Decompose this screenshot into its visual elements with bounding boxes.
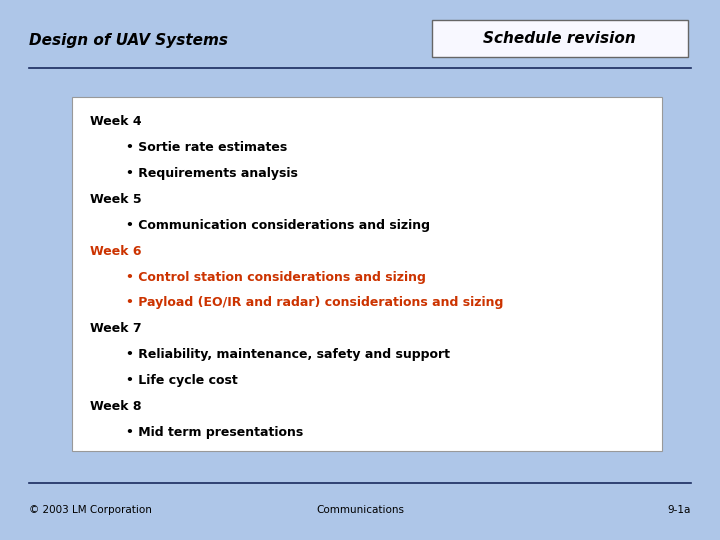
Text: Week 6: Week 6 bbox=[90, 245, 142, 258]
Text: • Sortie rate estimates: • Sortie rate estimates bbox=[126, 141, 287, 154]
Text: Schedule revision: Schedule revision bbox=[483, 31, 636, 46]
Text: 9-1a: 9-1a bbox=[668, 505, 691, 515]
Text: • Mid term presentations: • Mid term presentations bbox=[126, 426, 303, 439]
Text: • Control station considerations and sizing: • Control station considerations and siz… bbox=[126, 271, 426, 284]
Text: • Reliability, maintenance, safety and support: • Reliability, maintenance, safety and s… bbox=[126, 348, 450, 361]
FancyBboxPatch shape bbox=[432, 20, 688, 57]
Text: Communications: Communications bbox=[316, 505, 404, 515]
Text: Week 4: Week 4 bbox=[90, 115, 142, 128]
Text: • Payload (EO/IR and radar) considerations and sizing: • Payload (EO/IR and radar) consideratio… bbox=[126, 296, 503, 309]
Text: © 2003 LM Corporation: © 2003 LM Corporation bbox=[29, 505, 152, 515]
Text: • Requirements analysis: • Requirements analysis bbox=[126, 167, 298, 180]
Text: • Life cycle cost: • Life cycle cost bbox=[126, 374, 238, 387]
FancyBboxPatch shape bbox=[72, 97, 662, 451]
Text: Week 5: Week 5 bbox=[90, 193, 142, 206]
Text: Week 7: Week 7 bbox=[90, 322, 142, 335]
Text: Design of UAV Systems: Design of UAV Systems bbox=[29, 33, 228, 48]
Text: • Communication considerations and sizing: • Communication considerations and sizin… bbox=[126, 219, 430, 232]
Text: Week 8: Week 8 bbox=[90, 400, 142, 413]
